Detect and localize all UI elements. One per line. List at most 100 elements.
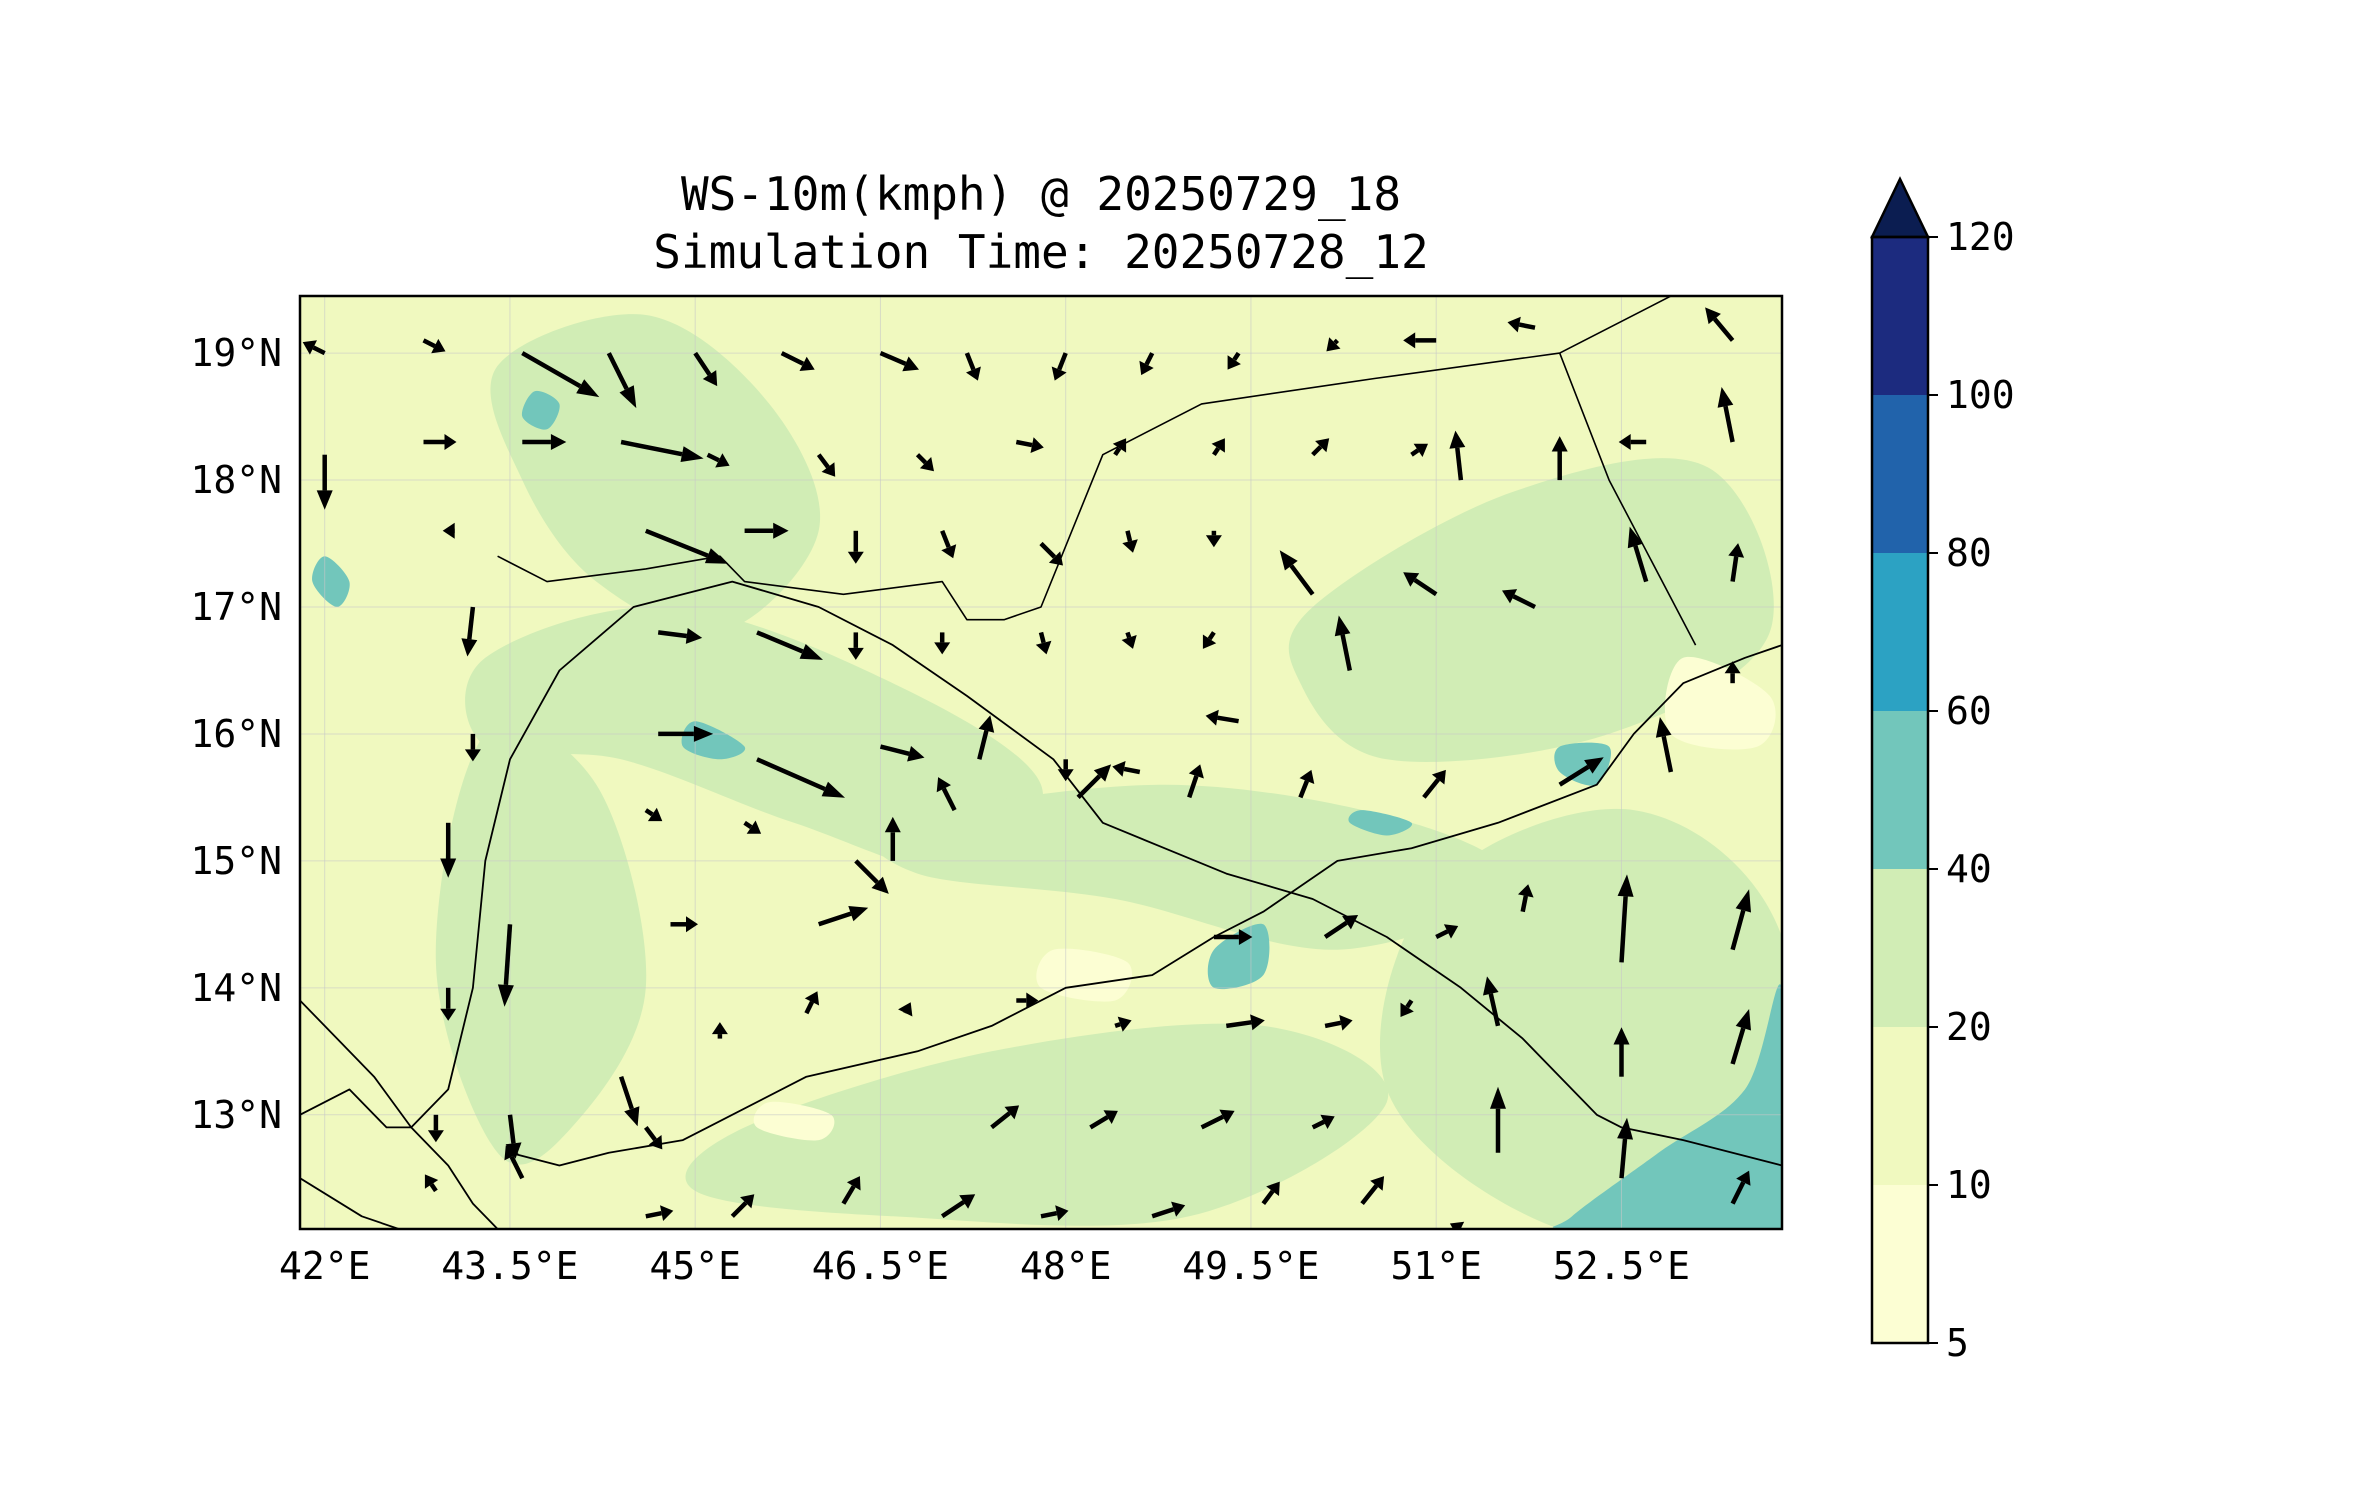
wind-arrow [990, 1105, 1020, 1130]
colorbar-tick-label: 5 [1946, 1321, 1969, 1365]
wind-arrow [1076, 764, 1112, 799]
wind-arrow [1122, 530, 1138, 553]
wind-arrow [1298, 769, 1315, 799]
wind-arrow [1040, 1205, 1069, 1221]
wind-arrow [658, 725, 714, 742]
wind-arrow [847, 632, 864, 660]
wind-arrow [1502, 589, 1537, 610]
wind-arrow [1311, 1114, 1335, 1130]
wind-arrow [1483, 976, 1501, 1027]
y-axis: 13°N 14°N 15°N 16°N 17°N 18°N 19°N [190, 331, 282, 1137]
wind-arrow [847, 530, 864, 564]
y-tick-label: 18°N [190, 458, 282, 502]
wind-arrow [1627, 526, 1649, 583]
wind-arrow [780, 351, 815, 371]
x-tick-label: 43.5°E [441, 1244, 578, 1288]
wind-arrow [730, 1194, 755, 1218]
colorbar-tick-label: 40 [1946, 847, 1992, 891]
wind-arrow [1311, 438, 1330, 457]
wind-arrow [670, 916, 698, 933]
coastline [509, 644, 1782, 1167]
contour-patch [1036, 948, 1133, 1002]
wind-arrow [1213, 929, 1253, 945]
wind-arrow [1051, 352, 1068, 381]
wind-arrow [1518, 884, 1534, 913]
wind-arrow [1730, 889, 1751, 951]
contour-patch [1288, 458, 1774, 762]
colorbar: 5 10 20 40 60 80 100 120 [1870, 176, 2015, 1365]
coastline [300, 999, 499, 1229]
wind-arrow [422, 338, 446, 354]
colorbar-segment [1872, 1185, 1928, 1343]
wind-arrow [504, 1145, 525, 1180]
y-tick-label: 16°N [190, 712, 282, 756]
contour-patch [1380, 809, 1782, 1229]
coastline [300, 1177, 400, 1229]
x-tick-label: 48°E [1020, 1244, 1112, 1288]
y-tick-label: 15°N [190, 839, 282, 883]
y-tick-label: 19°N [190, 331, 282, 375]
wind-arrow [1617, 874, 1634, 963]
wind-arrow [1211, 438, 1225, 456]
wind-arrow [711, 1022, 728, 1039]
wind-arrow [1613, 1027, 1630, 1077]
wind-arrow [1324, 1014, 1353, 1031]
colorbar-segment [1872, 395, 1928, 553]
wind-arrow [1618, 434, 1647, 450]
wind-arrow [657, 628, 703, 644]
wind-arrow [1202, 631, 1217, 649]
chart-title: WS-10m(kmph) @ 20250729_18 [681, 167, 1401, 221]
colorbar-segment [1872, 711, 1928, 869]
wind-arrow [424, 1174, 439, 1193]
wind-arrow [645, 1205, 674, 1221]
wind-arrow [1057, 759, 1074, 782]
wind-arrow [1279, 550, 1315, 596]
wind-arrow [879, 744, 925, 762]
wind-arrow [620, 439, 704, 462]
wind-arrow [1617, 1117, 1633, 1179]
wind-arrow [1114, 1016, 1132, 1032]
colorbar-segment [1872, 869, 1928, 1027]
colorbar-extend-max [1870, 176, 1930, 239]
wind-arrow [817, 906, 869, 927]
wind-arrow [1205, 709, 1239, 726]
border-line [1558, 352, 1697, 646]
wind-arrow [1261, 1181, 1280, 1205]
colorbar-tick-label: 80 [1946, 531, 1992, 575]
country-borders [497, 296, 1697, 646]
contour-patch [312, 556, 350, 607]
contour-patch [1552, 984, 1782, 1229]
wind-arrow [1121, 631, 1137, 649]
x-tick-label: 45°E [649, 1244, 741, 1288]
wind-arrow [644, 807, 663, 822]
wind-arrow [1205, 530, 1222, 548]
wind-arrow [618, 1075, 640, 1127]
wind-arrow [606, 352, 637, 409]
wind-arrow [1227, 351, 1241, 370]
map-frame [298, 294, 1784, 1231]
x-tick-label: 46.5°E [812, 1244, 949, 1288]
wind-arrow [1551, 436, 1568, 481]
wind-arrow [1730, 1009, 1751, 1065]
wind-arrow [816, 453, 836, 477]
wind-arrow [854, 859, 889, 894]
wind-arrow [316, 454, 333, 510]
wind-arrow [1490, 1086, 1506, 1153]
wind-arrow [1507, 316, 1536, 333]
x-axis: 42°E 43.5°E 45°E 46.5°E 48°E 49.5°E 51°E 52.5°E [279, 1244, 1690, 1288]
wind-arrow [915, 453, 934, 472]
wind-speed-contours [312, 314, 1782, 1229]
contour-patch [490, 314, 821, 634]
wind-arrow [1717, 387, 1735, 443]
y-tick-label: 17°N [190, 585, 282, 629]
wind-arrow [1200, 1109, 1235, 1130]
wind-arrow [521, 351, 600, 398]
wind-arrow [706, 452, 730, 468]
contour-patch [1207, 923, 1270, 990]
wind-arrow [497, 924, 514, 1007]
wind-arrow [1655, 717, 1674, 773]
wind-arrow [934, 632, 951, 655]
wind-arrow [1558, 757, 1604, 787]
wind-vectors [302, 307, 1751, 1229]
